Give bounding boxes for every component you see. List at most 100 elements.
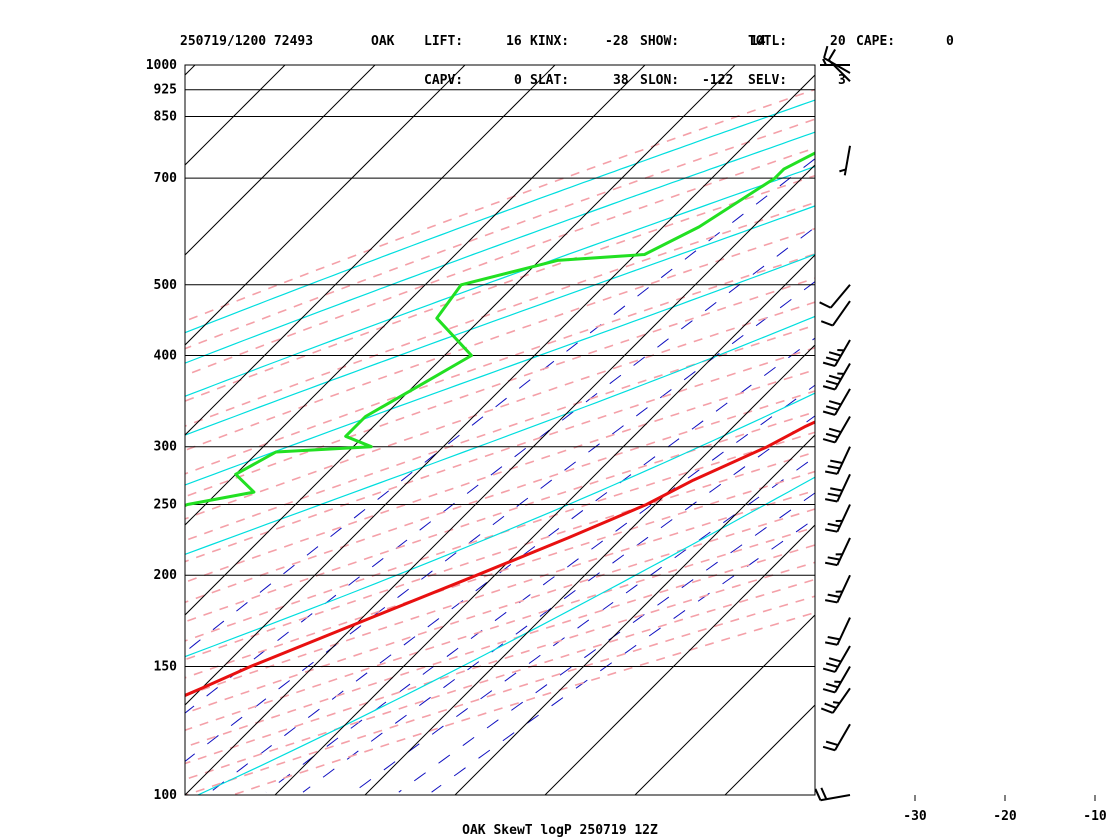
cape-label: CAPE: (856, 34, 896, 49)
isotherm-line (274, 254, 815, 795)
dry-adiabat-line (230, 611, 815, 795)
wind-barb (827, 48, 851, 82)
wind-barb (814, 787, 851, 802)
cape-value: 0 (946, 34, 954, 49)
isotherm-line (185, 65, 286, 166)
wind-barb (822, 388, 851, 416)
isotherm-line (0, 50, 120, 812)
totl-label: TOTL: (748, 34, 788, 49)
slon-label: SLON: (640, 73, 680, 88)
wind-barb (822, 363, 851, 391)
moist-adiabat-line (197, 476, 815, 795)
wind-barb (822, 339, 851, 367)
wind-barbs (814, 45, 851, 802)
pressure-tick-label: 300 (154, 440, 178, 455)
dry-adiabat-line (185, 277, 815, 498)
dry-adiabat-line (185, 390, 815, 604)
isotherm-line (185, 65, 556, 436)
pressure-tick-label: 925 (154, 83, 177, 98)
station-code: OAK (371, 34, 395, 49)
dry-adiabat-line (185, 346, 815, 563)
dry-adiabat-line (185, 451, 815, 661)
wind-barb (822, 415, 851, 444)
dry-adiabat-line (185, 411, 815, 623)
isotherm-line (185, 65, 646, 526)
chart-title: OAK SkewT logP 250719 12Z (462, 823, 658, 838)
dry-adiabat-line (185, 368, 815, 584)
show-value: 14 (750, 34, 766, 49)
dry-adiabat-line (185, 489, 815, 697)
wind-barb (822, 723, 851, 752)
mixing-ratio-line (185, 158, 815, 653)
lift-label: LIFT: (424, 34, 464, 49)
kinx-value: -28 (605, 34, 629, 49)
slon-value: -122 (702, 73, 734, 88)
mixing-ratio-line (209, 337, 815, 793)
temperature-tick-label: -30 (903, 809, 927, 824)
pressure-tick-label: 100 (154, 788, 178, 803)
mixing-ratio-line (398, 492, 815, 793)
isotherm-line (185, 65, 466, 346)
sounding-profiles (185, 151, 815, 698)
lift-value: 16 (506, 34, 522, 49)
isotherms (0, 50, 1120, 812)
dry-adiabat-line (185, 595, 815, 795)
dry-adiabat-line (185, 301, 815, 520)
isotherm-line (889, 50, 1120, 812)
isotherm-line (454, 434, 815, 795)
dry-adiabat-line (185, 561, 815, 765)
isotherm-line (634, 614, 815, 795)
mixing-ratio-line (185, 281, 815, 763)
pressure-tick-label: 500 (154, 278, 178, 293)
selv-value: 3 (838, 73, 846, 88)
pressure-tick-label: 700 (154, 171, 178, 186)
isotherm-line (0, 50, 30, 812)
pressure-tick-label: 150 (154, 659, 178, 674)
dry-adiabat-line (185, 174, 815, 402)
dry-adiabat-line (185, 324, 815, 542)
temperature-axis: -30-20-10010203040 (903, 795, 1107, 824)
wind-barb (824, 473, 851, 503)
slat-value: 38 (613, 73, 629, 88)
pressure-tick-label: 200 (154, 568, 178, 583)
dry-adiabat-line (185, 201, 815, 427)
wind-barb (824, 574, 851, 604)
isotherm-line (185, 164, 815, 795)
slat-label: SLAT: (530, 73, 570, 88)
dry-adiabat-line (185, 526, 815, 732)
isotherm-line (544, 524, 815, 795)
pressure-tick-label: 850 (154, 110, 178, 125)
isotherm-line (185, 65, 376, 256)
wind-barb (839, 145, 851, 176)
dry-adiabats (185, 88, 815, 795)
wind-barb (820, 687, 851, 714)
dry-adiabat-line (185, 508, 815, 715)
dry-adiabat-line (185, 227, 815, 452)
mixing-ratio-line (185, 226, 815, 714)
dry-adiabat-line (185, 431, 815, 642)
isotherm-line (364, 344, 815, 795)
header-line-2: CAPV: 0 SLAT: 38 SLON: -122 SELV: 3 (180, 74, 846, 87)
wind-barb (822, 665, 851, 694)
mixing-ratio-line (431, 517, 815, 793)
mixing-ratio-line (302, 415, 815, 793)
pressure-tick-label: 1000 (146, 58, 177, 73)
plot-frame (184, 64, 816, 796)
isotherm-line (185, 74, 815, 706)
temperature-tick-label: -10 (1083, 809, 1107, 824)
isotherm-line (185, 65, 196, 76)
temperature-profile (185, 420, 815, 698)
mixing-ratio-line (265, 384, 815, 793)
wind-barb (824, 504, 851, 533)
mixing-ratio-lines (185, 158, 815, 793)
wind-barb (824, 537, 851, 567)
header-line-1: 250719/1200 72493 OAK LIFT: 16 KINX: -28… (180, 35, 954, 48)
temperature-tick-label: -20 (993, 809, 1017, 824)
wind-barb (820, 300, 851, 327)
totl-value: 20 (830, 34, 846, 49)
pressure-tick-label: 250 (154, 498, 178, 513)
dry-adiabat-line (185, 118, 815, 350)
date-station-id: 250719/1200 72493 (180, 34, 314, 49)
dewpoint-profile (185, 151, 815, 508)
